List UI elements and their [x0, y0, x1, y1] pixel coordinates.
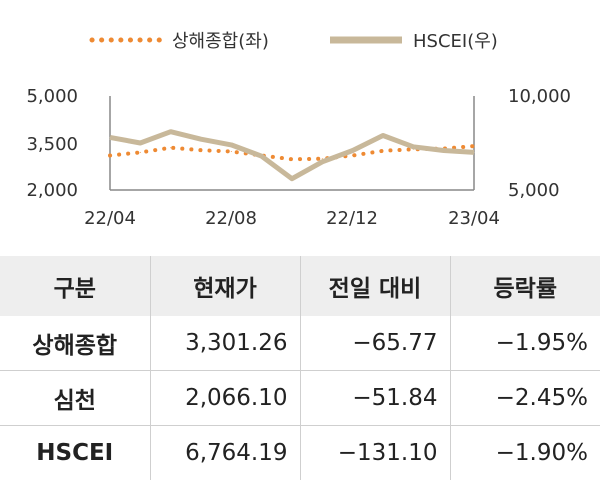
legend-label-shanghai: 상해종합(좌) [172, 31, 269, 52]
data-point-hscei [291, 178, 293, 180]
column-header: 구분 [0, 256, 150, 316]
line-chart: 상해종합(좌) HSCEI(우) 5,000 3,500 2,000 10,00… [26, 31, 571, 229]
x-tick-label: 22/08 [205, 208, 257, 229]
data-point-shanghai [321, 158, 323, 160]
y-left-tick-label: 3,500 [26, 134, 78, 155]
table-row: 상해종합 3,301.26 −65.77 −1.95% [0, 316, 600, 371]
x-tick-label: 23/04 [448, 208, 500, 229]
data-point-shanghai [170, 147, 172, 149]
x-tick-label: 22/04 [84, 208, 136, 229]
change-cell: −131.10 [299, 425, 450, 480]
data-point-hscei [443, 150, 445, 151]
left-axis-ticks: 5,000 3,500 2,000 [26, 86, 78, 201]
data-point-hscei [170, 131, 172, 133]
change-rate-cell: −2.45% [449, 370, 600, 426]
right-axis-ticks: 10,000 5,000 [508, 86, 571, 201]
table-row: HSCEI 6,764.19 −131.10 −1.90% [0, 425, 600, 480]
price-cell: 6,764.19 [149, 425, 300, 480]
change-rate-cell: −1.90% [449, 425, 600, 480]
data-point-shanghai [473, 145, 475, 147]
table-row: 심천 2,066.10 −51.84 −2.45% [0, 370, 600, 426]
change-cell: −51.84 [299, 370, 450, 426]
data-point-shanghai [230, 151, 232, 152]
y-left-tick-label: 2,000 [26, 180, 78, 201]
chart-axes [109, 96, 475, 191]
series-layer [108, 129, 476, 182]
index-name-cell: HSCEI [36, 440, 114, 466]
legend-label-hscei: HSCEI(우) [413, 31, 498, 52]
series-line-hscei [109, 129, 475, 182]
data-point-shanghai [139, 151, 141, 153]
price-cell: 2,066.10 [149, 370, 300, 426]
data-point-shanghai [291, 158, 293, 160]
data-point-hscei [261, 155, 263, 157]
x-axis-ticks: 22/04 22/08 22/12 23/04 [84, 208, 500, 229]
column-header: 등락률 [449, 256, 600, 316]
column-header: 현재가 [149, 256, 300, 316]
change-rate-cell: −1.95% [449, 316, 600, 371]
data-point-hscei [473, 151, 475, 153]
data-point-hscei [109, 136, 111, 138]
index-name-cell: 상해종합 [0, 316, 150, 371]
data-point-hscei [200, 138, 202, 140]
data-point-shanghai [200, 149, 202, 151]
data-point-hscei [230, 144, 232, 146]
y-right-tick-label: 5,000 [508, 180, 560, 201]
data-point-hscei [321, 161, 323, 163]
y-right-tick-label: 10,000 [508, 86, 571, 107]
change-cell: −65.77 [299, 316, 450, 371]
data-point-hscei [382, 135, 384, 136]
data-point-hscei [139, 142, 141, 144]
table-header-row: 구분 현재가 전일 대비 등락률 [0, 256, 600, 316]
data-point-hscei [412, 146, 414, 148]
quote-table: 구분 현재가 전일 대비 등락률 상해종합 3,301.26 −65.77 −1… [0, 256, 600, 480]
data-point-shanghai [382, 150, 384, 152]
x-tick-label: 22/12 [326, 208, 378, 229]
index-name-cell: 심천 [0, 370, 150, 426]
data-point-shanghai [352, 155, 354, 156]
data-point-shanghai [109, 155, 111, 156]
price-cell: 3,301.26 [149, 316, 300, 371]
data-point-hscei [352, 150, 354, 151]
chart-legend: 상해종합(좌) HSCEI(우) [89, 31, 498, 52]
column-header: 전일 대비 [299, 256, 450, 316]
y-left-tick-label: 5,000 [26, 86, 78, 107]
